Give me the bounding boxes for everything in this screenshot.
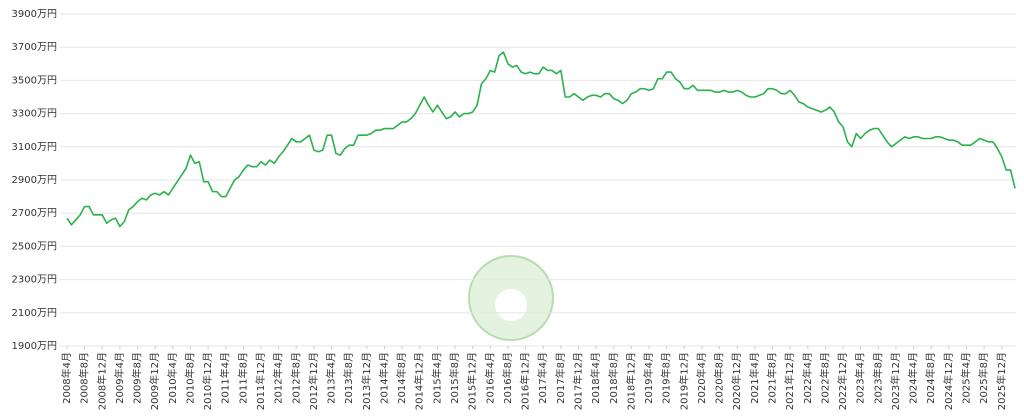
x-tick-label: 2019年4月 bbox=[642, 352, 655, 404]
y-tick-label: 2500万円 bbox=[12, 241, 57, 252]
y-tick-label: 3500万円 bbox=[12, 75, 57, 86]
y-tick-label: 2100万円 bbox=[12, 308, 57, 319]
y-tick-label: 2900万円 bbox=[12, 175, 57, 186]
x-tick-label: 2011年8月 bbox=[236, 352, 249, 404]
x-tick-label: 2015年12月 bbox=[466, 352, 479, 410]
x-tick-label: 2017年4月 bbox=[536, 352, 549, 404]
x-tick-label: 2017年12月 bbox=[571, 352, 584, 410]
x-tick-label: 2017年8月 bbox=[554, 352, 567, 404]
grid bbox=[60, 13, 1016, 347]
x-tick-label: 2010年4月 bbox=[166, 352, 179, 404]
x-tick-label: 2021年12月 bbox=[783, 352, 796, 410]
x-tick-label: 2024年8月 bbox=[924, 352, 937, 404]
price-line bbox=[66, 51, 1016, 228]
x-tick-label: 2018年4月 bbox=[589, 352, 602, 404]
x-tick-label: 2023年4月 bbox=[854, 352, 867, 404]
x-tick-label: 2018年8月 bbox=[607, 352, 620, 404]
x-tick-label: 2011年4月 bbox=[219, 352, 232, 404]
x-tick-label: 2016年12月 bbox=[519, 352, 532, 410]
x-tick-label: 2014年4月 bbox=[377, 352, 390, 404]
x-tick-label: 2016年4月 bbox=[483, 352, 496, 404]
x-tick-label: 2016年8月 bbox=[501, 352, 514, 404]
x-tick-label: 2010年12月 bbox=[201, 352, 214, 410]
watermark-face bbox=[495, 289, 527, 321]
x-tick-label: 2022年12月 bbox=[836, 352, 849, 410]
x-tick-label: 2024年12月 bbox=[942, 352, 955, 410]
x-tick-label: 2012年8月 bbox=[289, 352, 302, 404]
x-tick-label: 2019年12月 bbox=[677, 352, 690, 410]
y-tick-label: 3700万円 bbox=[12, 42, 57, 53]
x-tick-label: 2023年8月 bbox=[871, 352, 884, 404]
x-tick-label: 2009年12月 bbox=[148, 352, 161, 410]
x-tick-label: 2014年8月 bbox=[395, 352, 408, 404]
x-tick-label: 2008年8月 bbox=[78, 352, 91, 404]
y-tick-label: 1900万円 bbox=[12, 341, 57, 352]
x-tick-label: 2021年8月 bbox=[765, 352, 778, 404]
x-tick-label: 2008年12月 bbox=[95, 352, 108, 410]
x-tick-label: 2009年8月 bbox=[131, 352, 144, 404]
x-tick-label: 2013年8月 bbox=[342, 352, 355, 404]
x-tick-label: 2014年12月 bbox=[413, 352, 426, 410]
x-tick-label: 2020年4月 bbox=[695, 352, 708, 404]
x-tick-label: 2011年12月 bbox=[254, 352, 267, 410]
x-tick-label: 2022年8月 bbox=[818, 352, 831, 404]
x-tick-label: 2010年8月 bbox=[183, 352, 196, 404]
y-tick-label: 2300万円 bbox=[12, 275, 57, 286]
x-tick-label: 2020年8月 bbox=[713, 352, 726, 404]
x-tick-label: 2012年12月 bbox=[307, 352, 320, 410]
x-tick-label: 2015年4月 bbox=[430, 352, 443, 404]
x-tick-label: 2025年8月 bbox=[977, 352, 990, 404]
x-tick-label: 2021年4月 bbox=[748, 352, 761, 404]
x-tick-label: 2024年4月 bbox=[907, 352, 920, 404]
x-tick-label: 2019年8月 bbox=[660, 352, 673, 404]
y-tick-label: 3100万円 bbox=[12, 142, 57, 153]
x-tick-label: 2008年4月 bbox=[60, 352, 73, 404]
y-tick-label: 3900万円 bbox=[12, 9, 57, 20]
y-tick-label: 3300万円 bbox=[12, 109, 57, 120]
x-tick-label: 2018年12月 bbox=[624, 352, 637, 410]
x-tick-label: 2025年4月 bbox=[959, 352, 972, 404]
x-tick-label: 2020年12月 bbox=[730, 352, 743, 410]
x-tick-label: 2015年8月 bbox=[448, 352, 461, 404]
x-tick-label: 2013年12月 bbox=[360, 352, 373, 410]
watermark bbox=[468, 255, 554, 341]
y-tick-label: 2700万円 bbox=[12, 208, 57, 219]
x-tick-label: 2022年4月 bbox=[801, 352, 814, 404]
x-tick-label: 2013年4月 bbox=[325, 352, 338, 404]
x-tick-label: 2025年12月 bbox=[995, 352, 1008, 410]
x-tick-label: 2009年4月 bbox=[113, 352, 126, 404]
x-tick-label: 2012年4月 bbox=[272, 352, 285, 404]
x-tick-label: 2023年12月 bbox=[889, 352, 902, 410]
